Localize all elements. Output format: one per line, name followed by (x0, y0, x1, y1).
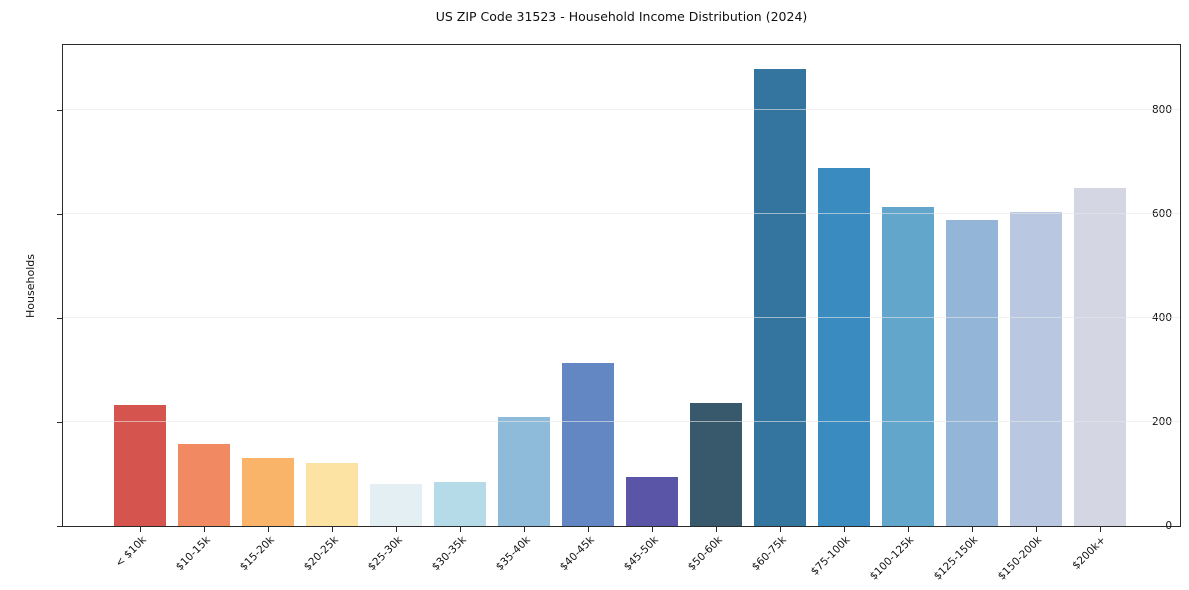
bar-group: $200k+ (1068, 45, 1132, 572)
x-tick-mark (396, 527, 397, 532)
chart-title: US ZIP Code 31523 - Household Income Dis… (435, 9, 808, 24)
bar-group: $150-200k (996, 45, 1068, 583)
y-tick-label: 800 (1151, 103, 1172, 116)
bar (241, 458, 295, 526)
bar (625, 477, 679, 526)
bar-group: $25-30k (364, 45, 428, 573)
x-tick-mark (844, 527, 845, 532)
bar-group: $10-15k (172, 45, 236, 573)
x-tick-mark (268, 527, 269, 532)
bar-group: $40-45k (556, 45, 620, 573)
x-tick-mark (780, 527, 781, 532)
bars-container: < $10k $10-15k $15-20k $20-25k $25-30k $30-35… (108, 45, 1132, 583)
bar-group: $35-40k (492, 45, 556, 573)
x-tick-mark (588, 527, 589, 532)
bar (753, 68, 807, 526)
x-tick-mark (1100, 527, 1101, 532)
x-tick-label: $100-125k (867, 534, 917, 583)
y-tick-mark (57, 526, 62, 527)
x-tick-mark (332, 527, 333, 532)
bar (1009, 212, 1063, 526)
x-tick-label: < $10k (112, 534, 149, 570)
x-tick-label: $75-100k (808, 534, 853, 578)
x-tick-label: $20-25k (301, 534, 341, 574)
bar-group: < $10k (108, 45, 172, 570)
x-tick-label: $40-45k (557, 534, 597, 574)
bar-group: $45-50k (620, 45, 684, 573)
y-tick-label: 600 (1151, 207, 1172, 220)
x-tick-mark (524, 527, 525, 532)
x-tick-label: $10-15k (173, 534, 213, 574)
y-tick-label: 400 (1151, 311, 1172, 324)
y-tick-mark (57, 109, 62, 111)
x-tick-mark (1036, 527, 1037, 532)
bar-group: $100-125k (868, 45, 940, 583)
y-tick-label: 200 (1151, 415, 1172, 428)
x-tick-label: $35-40k (493, 534, 533, 574)
bar-group: $20-25k (300, 45, 364, 573)
x-tick-label: $30-35k (429, 534, 469, 574)
x-tick-mark (908, 527, 909, 532)
bar (945, 220, 999, 526)
bar (305, 463, 359, 526)
bar-group: $15-20k (236, 45, 300, 573)
bar (369, 484, 423, 526)
bar-group: $60-75k (748, 45, 812, 573)
bar (881, 207, 935, 526)
x-tick-label: $45-50k (621, 534, 661, 574)
x-tick-label: $150-200k (995, 534, 1045, 583)
y-axis-label: Households (24, 253, 37, 318)
bar-group: $125-150k (932, 45, 1004, 583)
bar (113, 404, 167, 526)
x-tick-label: $200k+ (1070, 534, 1109, 572)
bar-group: $30-35k (428, 45, 492, 573)
x-tick-label: $15-20k (237, 534, 277, 574)
y-tick-mark (57, 421, 62, 423)
x-tick-mark (460, 527, 461, 532)
bar-group: $50-60k (684, 45, 748, 573)
bar (817, 168, 871, 526)
bar (1073, 188, 1127, 526)
x-tick-mark (716, 527, 717, 532)
y-tick-label: 0 (1165, 520, 1172, 532)
x-tick-label: $125-150k (931, 534, 981, 583)
bar-group: $75-100k (809, 45, 876, 578)
x-tick-label: $25-30k (365, 534, 405, 574)
x-tick-label: $60-75k (749, 534, 789, 574)
bar (177, 444, 231, 526)
bar (433, 482, 487, 526)
x-tick-mark (972, 527, 973, 532)
plot-area: Households 0 200 400 600 800 < $10k $10-15k $1… (24, 44, 1181, 583)
y-tick-mark (57, 213, 62, 215)
bar (497, 417, 551, 526)
x-tick-mark (652, 527, 653, 532)
x-tick-label: $50-60k (685, 534, 725, 574)
bar (689, 403, 743, 526)
y-tick-mark (57, 317, 62, 319)
bar (561, 363, 615, 526)
x-tick-mark (140, 527, 141, 532)
x-tick-mark (204, 527, 205, 532)
